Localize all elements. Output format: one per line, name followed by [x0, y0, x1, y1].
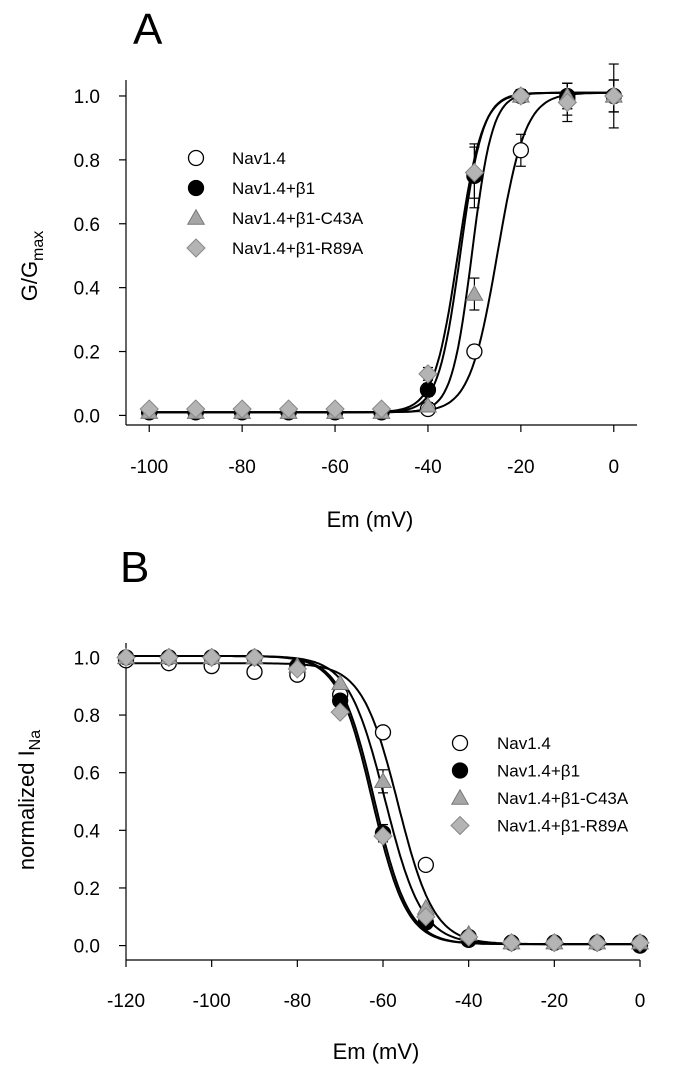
panel-a-point-nav1-4-b1-r89a	[325, 399, 345, 419]
panel-a-legend-marker-nav1-4	[187, 149, 205, 167]
panel-a-x-tick-label: 0	[608, 457, 619, 478]
panel-a-x-tick-label: -60	[321, 457, 348, 478]
panel-a-point-nav1-4-b1-r89a	[557, 92, 578, 113]
panel-a-y-tick-label: 0.8	[74, 151, 100, 172]
panel-a-plot: -100 -80 -60 -40 -20 0 0.0 0.2 0.4 0.6 0.8 1.0 Nav1.…	[74, 63, 637, 478]
panel-a-y-label-sub: max	[30, 231, 47, 261]
panel-b-x-tick-label: -20	[541, 991, 568, 1012]
panel-b: B Em (mV) normalized INa -120 -100 -80 -60-…	[14, 543, 650, 1064]
panel-a-legend-marker-nav1-4-b1-r89a	[186, 238, 206, 258]
panel-b-point-nav1-4-b1-r89a	[159, 647, 179, 668]
panel-b-point-nav1-4-b1-r89a	[244, 647, 265, 668]
panel-b-point-nav1-4-b1-r89a	[373, 826, 393, 846]
panel-b-legend-marker-nav1-4	[451, 734, 469, 752]
panel-a-x-tick-label: -100	[130, 457, 168, 478]
panel-a-legend-label-nav1-4-b1: Nav1.4+β1	[232, 179, 315, 198]
panel-a-point-nav1-4-b1-c43a	[465, 284, 484, 301]
panel-a-legend-label-nav1-4-b1-r89a: Nav1.4+β1-R89A	[232, 239, 364, 258]
panel-a-y-tick-label: 1.0	[74, 87, 100, 108]
panel-a: A Em (mV) G/Gmax -100 -80 -60 -40 -20 0 0.0 0.2…	[17, 5, 637, 532]
panel-a-point-nav1-4-b1-r89a	[418, 364, 438, 384]
panel-a-y-tick-label: 0.2	[74, 343, 100, 364]
panel-b-legend-label-nav1-4-b1-r89a: Nav1.4+β1-R89A	[497, 817, 629, 836]
panel-a-fit-curve-nav1-4-b1	[149, 91, 614, 414]
panel-b-legend-marker-nav1-4-b1	[451, 762, 469, 779]
panel-a-point-nav1-4-b1-r89a	[511, 86, 531, 106]
panel-a-fit-curve-nav1-4	[149, 91, 614, 414]
panel-a-x-tick-label: -80	[228, 457, 255, 478]
panel-a-y-tick-label: 0.4	[74, 279, 101, 300]
panel-b-point-nav1-4-b1-r89a	[501, 933, 522, 953]
panel-a-point-nav1-4-b1	[419, 381, 437, 399]
panel-b-point-nav1-4-b1-r89a	[116, 647, 136, 668]
panel-a-point-nav1-4	[512, 142, 530, 159]
panel-b-x-tick-label: 0	[635, 991, 646, 1012]
panel-b-y-tick-label: 0.2	[74, 879, 100, 900]
panel-b-point-nav1-4	[374, 724, 392, 741]
panel-label-b: B	[120, 543, 149, 592]
panel-a-point-nav1-4	[466, 343, 483, 360]
panel-b-x-tick-label: -60	[369, 991, 396, 1012]
panel-b-y-tick-label: 1.0	[74, 648, 100, 669]
panel-a-y-label-main: G/G	[17, 261, 42, 301]
panel-a-legend-label-nav1-4-b1-c43a: Nav1.4+β1-C43A	[232, 209, 364, 228]
panel-a-point-nav1-4-b1-r89a	[232, 399, 252, 419]
panel-b-point-nav1-4	[417, 856, 434, 874]
panel-b-point-nav1-4-b1-c43a	[373, 772, 393, 789]
panel-b-legend-label-nav1-4-b1-c43a: Nav1.4+β1-C43A	[497, 789, 629, 808]
panel-a-legend-label-nav1-4: Nav1.4	[232, 149, 286, 168]
panel-b-legend-marker-nav1-4-b1-r89a	[450, 815, 470, 836]
panel-a-point-nav1-4-b1-r89a	[278, 399, 299, 419]
panel-a-y-tick-label: 0.6	[74, 215, 100, 236]
panel-b-point-nav1-4-b1-c43a	[331, 674, 350, 691]
panel-b-x-tick-label: -40	[455, 991, 482, 1012]
panel-b-point-nav1-4-b1-r89a	[330, 702, 350, 722]
panel-a-x-tick-label: -20	[507, 457, 534, 478]
panel-a-point-nav1-4-b1-c43a	[418, 396, 438, 413]
panel-b-point-nav1-4-b1-r89a	[458, 927, 479, 947]
panel-b-legend-label-nav1-4: Nav1.4	[497, 734, 551, 753]
panel-b-y-tick-label: 0.4	[74, 821, 101, 842]
panel-b-point-nav1-4-b1-r89a	[287, 659, 308, 679]
panel-b-y-label-main: normalized I	[14, 750, 39, 870]
panel-a-point-nav1-4-b1-r89a	[464, 162, 485, 183]
panel-a-point-nav1-4-b1-r89a	[185, 399, 206, 419]
panel-b-y-axis-label: normalized INa	[14, 730, 44, 870]
panel-b-plot: -120 -100 -80 -60 -40 -20 0 0.0 0.2 0.4 0.6 0.8 1.0 N…	[74, 643, 650, 1012]
panel-b-point-nav1-4-b1-r89a	[544, 933, 565, 953]
panel-b-legend-marker-nav1-4-b1-c43a	[450, 788, 470, 805]
panel-b-x-tick-label: -100	[193, 991, 231, 1012]
panel-a-legend-marker-nav1-4-b1-c43a	[186, 208, 206, 225]
panel-a-x-tick-label: -40	[414, 457, 441, 478]
panel-b-y-tick-label: 0.8	[74, 706, 100, 727]
panel-b-x-axis-label: Em (mV)	[333, 1039, 420, 1064]
panel-b-y-label-sub: Na	[27, 730, 44, 751]
panel-a-y-axis-label: G/Gmax	[17, 231, 47, 302]
panel-a-point-nav1-4-b1-r89a	[139, 399, 159, 419]
panel-b-legend-label-nav1-4-b1: Nav1.4+β1	[497, 762, 580, 781]
panel-b-point-nav1-4-b1-r89a	[416, 907, 436, 927]
panel-a-y-tick-label: 0.0	[74, 406, 100, 427]
panel-b-y-tick-label: 0.6	[74, 764, 100, 785]
panel-b-point-nav1-4-b1-r89a	[201, 647, 222, 668]
panel-b-point-nav1-4-b1-r89a	[630, 933, 650, 953]
panel-label-a: A	[133, 5, 163, 54]
panel-b-x-tick-label: -80	[284, 991, 311, 1012]
panel-b-x-tick-label: -120	[107, 991, 145, 1012]
panel-a-point-nav1-4-b1-r89a	[371, 399, 392, 419]
panel-a-x-axis-label: Em (mV)	[327, 507, 414, 532]
panel-b-point-nav1-4-b1-r89a	[587, 933, 607, 953]
panel-a-point-nav1-4-b1-r89a	[604, 86, 624, 106]
panel-a-fit-curve-nav1-4-b1-c43a	[149, 91, 614, 414]
panel-a-legend-marker-nav1-4-b1	[187, 179, 205, 197]
panel-a-fit-curve-nav1-4-b1-r89a	[149, 91, 614, 414]
panel-b-y-tick-label: 0.0	[74, 937, 100, 958]
